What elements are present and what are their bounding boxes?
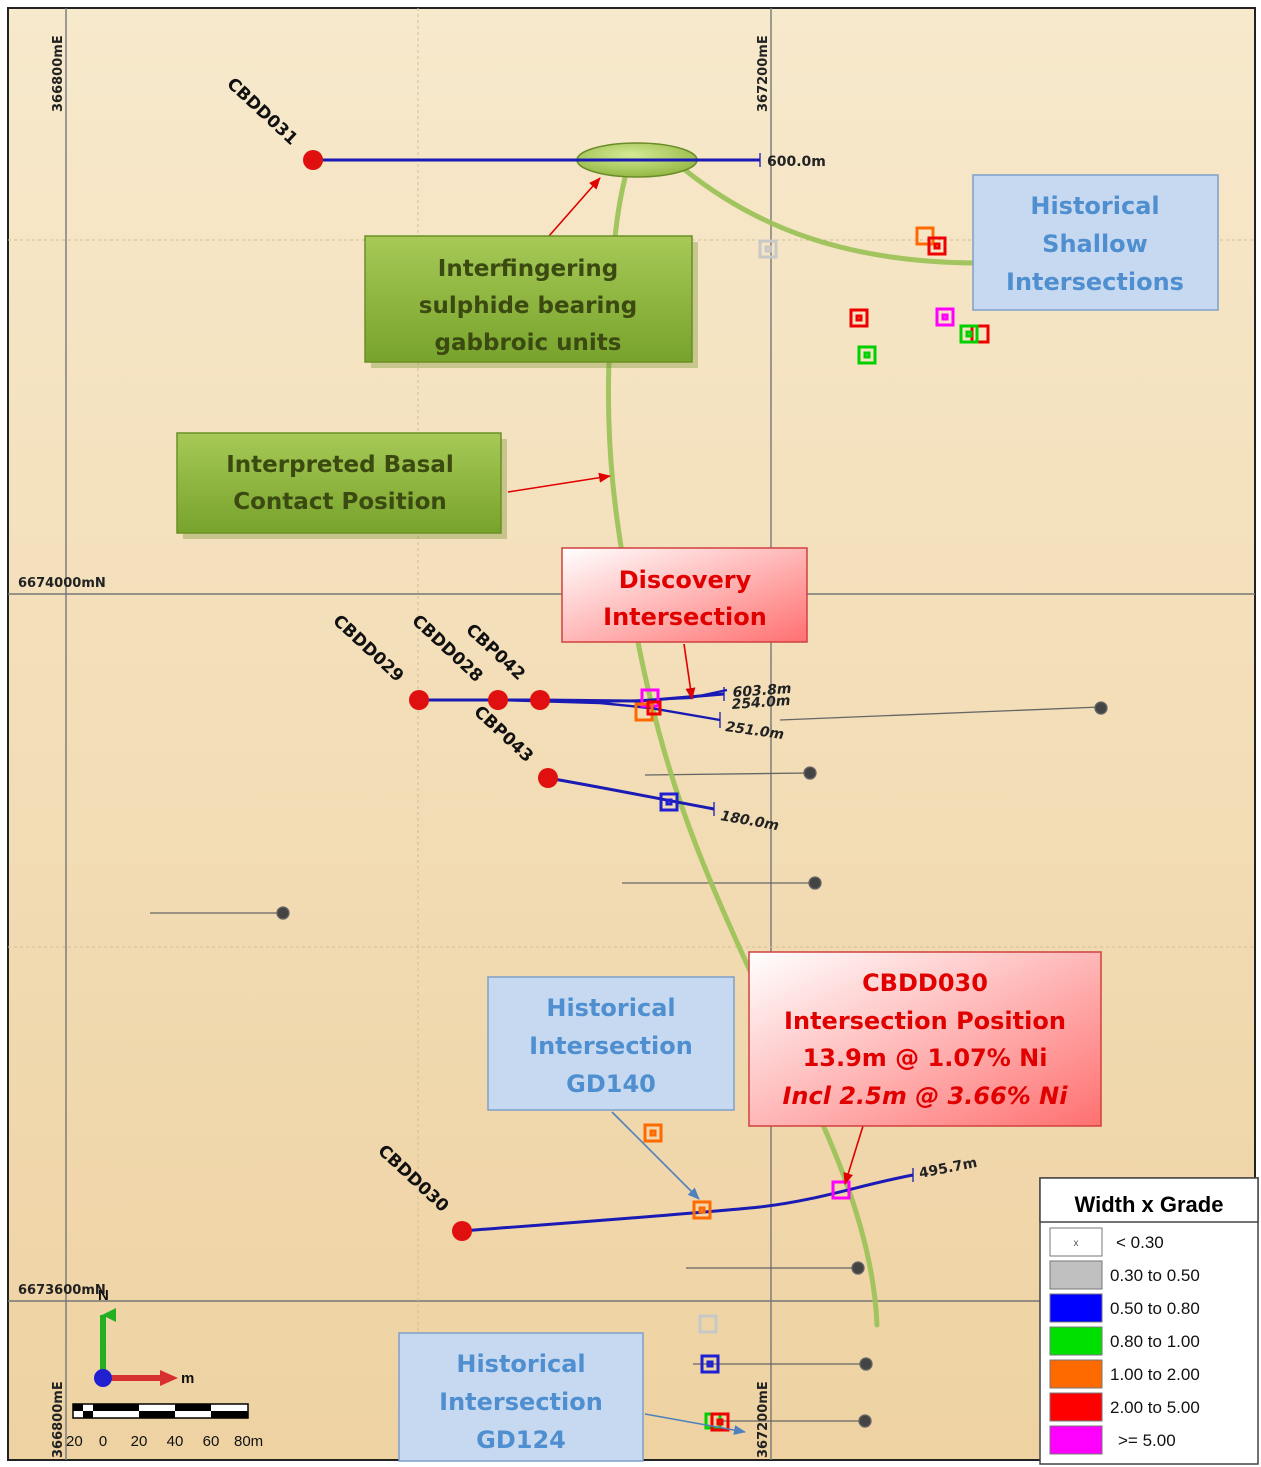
callout-cbdd030-intersection: CBDD030 Intersection Position 13.9m @ 1.… (748, 951, 1102, 1127)
axis-triad-icon: N m (94, 1287, 194, 1387)
northing-label-6674000: 6674000mN (18, 576, 106, 591)
svg-text:sulphide bearing: sulphide bearing (419, 293, 637, 319)
callout-gd140: Historical Intersection GD140 (487, 976, 735, 1111)
legend-item: x < 0.30 (1049, 1227, 1164, 1257)
depth-label-cbdd029: 603.8m (732, 681, 792, 701)
svg-text:Interfingering: Interfingering (438, 256, 618, 282)
legend-label: < 0.30 (1116, 1233, 1164, 1252)
legend-item: 0.80 to 1.00 (1049, 1326, 1200, 1356)
svg-text:Shallow: Shallow (1042, 230, 1148, 258)
svg-text:GD124: GD124 (476, 1426, 566, 1454)
svg-text:40: 40 (167, 1433, 184, 1450)
svg-text:20: 20 (66, 1433, 83, 1450)
callout-historical-shallow: Historical Shallow Intersections (972, 174, 1219, 311)
svg-text:0: 0 (99, 1433, 107, 1450)
legend-label: 0.80 to 1.00 (1110, 1332, 1200, 1351)
legend-label: 1.00 to 2.00 (1110, 1365, 1200, 1384)
legend-item: 0.30 to 0.50 (1049, 1260, 1200, 1290)
legend-label: 0.30 to 0.50 (1110, 1266, 1200, 1285)
legend-swatch (1049, 1326, 1103, 1356)
svg-text:Intersection: Intersection (603, 603, 767, 631)
leader-arrows (507, 177, 864, 1435)
legend-swatch (1049, 1392, 1103, 1422)
legend-item: 1.00 to 2.00 (1049, 1359, 1200, 1389)
legend-item: >= 5.00 (1049, 1425, 1176, 1455)
intersection-markers[interactable] (634, 226, 990, 1432)
svg-text:Intersection Position: Intersection Position (784, 1007, 1066, 1035)
depth-label-cbdd028: 254.0m (731, 693, 791, 713)
easting-label-bottom-right: 367200mE (756, 1381, 771, 1458)
svg-text:gabbroic units: gabbroic units (435, 330, 622, 356)
easting-label-top-right: 367200mE (756, 35, 771, 112)
callout-basal-contact: Interpreted Basal Contact Position (176, 432, 507, 539)
svg-text:Incl 2.5m @ 3.66% Ni: Incl 2.5m @ 3.66% Ni (783, 1082, 1069, 1110)
legend-label: 0.50 to 0.80 (1110, 1299, 1200, 1318)
easting-label-bottom-left: 366800mE (51, 1381, 66, 1458)
depth-label-cbdd031: 600.0m (767, 154, 826, 170)
legend-title: Width x Grade (1075, 1192, 1224, 1217)
collars[interactable] (303, 150, 558, 1241)
svg-text:80m: 80m (234, 1433, 263, 1450)
legend-swatch (1049, 1260, 1103, 1290)
collar-cbdd030 (452, 1221, 472, 1241)
legend: Width x Grade x < 0.30 0.30 to 0.50 0.50… (1039, 1177, 1259, 1465)
svg-text:Intersection: Intersection (529, 1032, 693, 1060)
legend-items: x < 0.30 0.30 to 0.50 0.50 to 0.80 0.80 … (1049, 1227, 1200, 1455)
svg-text:CBDD030: CBDD030 (862, 969, 988, 997)
svg-text:13.9m @ 1.07% Ni: 13.9m @ 1.07% Ni (803, 1044, 1048, 1072)
legend-swatch (1049, 1359, 1103, 1389)
northing-label-6673600: 6673600mN (18, 1283, 106, 1298)
legend-label: 2.00 to 5.00 (1110, 1398, 1200, 1417)
svg-text:Contact Position: Contact Position (233, 489, 447, 515)
svg-text:Intersections: Intersections (1006, 268, 1184, 296)
legend-swatch (1049, 1227, 1103, 1257)
svg-text:Historical: Historical (546, 994, 675, 1022)
svg-text:Discovery: Discovery (619, 566, 752, 594)
svg-text:m: m (181, 1370, 194, 1387)
callout-gd124: Historical Intersection GD124 (398, 1332, 644, 1462)
svg-text:Intersection: Intersection (439, 1388, 603, 1416)
svg-text:Historical: Historical (1030, 192, 1159, 220)
collar-cbdd031 (303, 150, 323, 170)
collar-cbp042 (530, 690, 550, 710)
svg-text:20: 20 (131, 1433, 148, 1450)
callout-gabbroic-units: Interfingering sulphide bearing gabbroic… (364, 235, 698, 368)
svg-text:60: 60 (203, 1433, 220, 1450)
legend-label: >= 5.00 (1118, 1431, 1176, 1450)
legend-item: 0.50 to 0.80 (1049, 1293, 1200, 1323)
svg-text:x: x (1074, 1238, 1079, 1249)
collar-cbdd028 (488, 690, 508, 710)
easting-label-top-left: 366800mE (51, 35, 66, 112)
legend-item: 2.00 to 5.00 (1049, 1392, 1200, 1422)
collar-cbdd029 (409, 690, 429, 710)
collar-cbp043 (538, 768, 558, 788)
callout-discovery-intersection: Discovery Intersection (561, 547, 808, 643)
svg-text:Interpreted Basal: Interpreted Basal (226, 452, 453, 478)
legend-swatch (1049, 1425, 1103, 1455)
svg-text:GD140: GD140 (566, 1070, 656, 1098)
legend-swatch (1049, 1293, 1103, 1323)
svg-text:Historical: Historical (456, 1350, 585, 1378)
svg-text:N: N (98, 1287, 109, 1304)
scale-bar: 20 0 20 40 60 80m (66, 1403, 263, 1450)
